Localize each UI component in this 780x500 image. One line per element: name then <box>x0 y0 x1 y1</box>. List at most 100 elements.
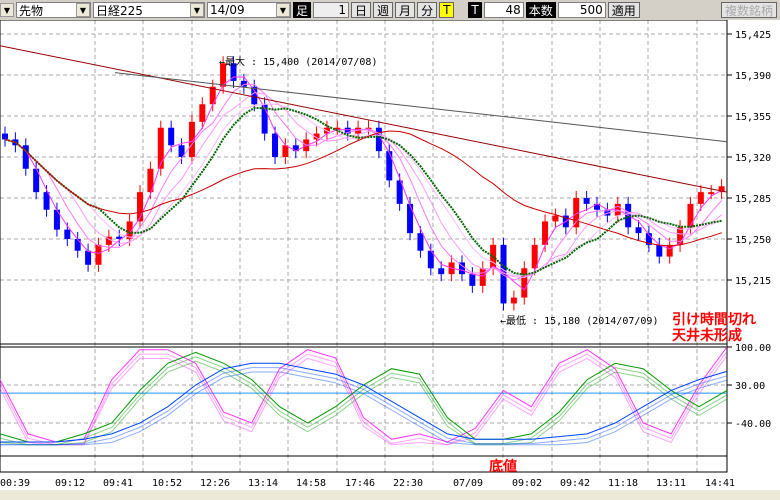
ma-green-line <box>4 106 722 276</box>
candle-body <box>126 221 133 239</box>
bar-value-input[interactable]: 1 <box>313 2 350 18</box>
y-tick-label: 15,425 <box>735 30 771 41</box>
time-tick-label: 14:41 <box>705 478 735 489</box>
candle-body <box>583 198 590 204</box>
candle-body <box>479 268 486 286</box>
ma-short-line <box>5 92 723 279</box>
candle-body <box>604 209 611 216</box>
time-tick-label: 13:14 <box>248 478 278 489</box>
candle-body <box>85 250 92 265</box>
note-close-timeout: 引け時間切れ <box>672 311 756 328</box>
week-button[interactable]: 週 <box>373 2 394 18</box>
osc-tick-label: 100.00 <box>735 343 771 354</box>
price-chart: 15,425 15,390 15,355 15,320 15,285 15,250 15,2… <box>0 20 780 500</box>
osc-line <box>0 362 728 443</box>
candle-body <box>510 297 517 304</box>
note-no-top: 天井未形成 <box>672 327 742 344</box>
candle-body <box>427 250 434 269</box>
max-annotation: ←最大 : 15,400 (2014/07/08) <box>219 55 377 68</box>
t-value-input[interactable]: 48 <box>483 2 524 18</box>
menu-dropdown[interactable]: ▼ <box>0 3 14 17</box>
candle-body <box>53 209 60 230</box>
candle-body <box>697 192 704 204</box>
month-button[interactable]: 月 <box>395 2 416 18</box>
candle-body <box>292 145 299 152</box>
candle-body <box>500 244 507 304</box>
plot-frame <box>0 20 728 473</box>
candle-body <box>2 133 8 140</box>
index-select[interactable]: 日経225 ▼ <box>93 2 205 18</box>
contract-value: 14/09 <box>210 3 245 17</box>
osc-line <box>0 346 728 443</box>
status-bar <box>0 490 780 500</box>
y-tick-label: 15,250 <box>735 235 771 246</box>
y-tick-label: 15,320 <box>735 153 771 164</box>
time-tick-label: 13:11 <box>656 478 686 489</box>
candle-body <box>521 268 528 298</box>
time-tick-label: 07/09 <box>453 478 483 489</box>
chevron-down-icon[interactable]: ▼ <box>76 3 90 17</box>
chevron-down-icon[interactable]: ▼ <box>190 3 204 17</box>
candle-body <box>635 227 642 234</box>
ma-short-line <box>5 83 723 281</box>
contract-select[interactable]: 14/09 ▼ <box>207 2 291 18</box>
ma-short-line <box>5 76 723 291</box>
candle-body <box>375 127 382 152</box>
candle-body <box>645 233 652 245</box>
y-tick-label: 15,215 <box>735 276 771 287</box>
time-tick-label: 11:18 <box>608 478 638 489</box>
tick-button[interactable]: T <box>439 2 455 18</box>
count-label: 本数 <box>525 2 556 18</box>
candle-body <box>74 239 81 251</box>
candle-body <box>542 221 549 245</box>
candle-body <box>168 127 175 146</box>
osc-tick-label: -40.00 <box>735 419 771 430</box>
t-label: T <box>468 2 482 18</box>
osc-line <box>0 371 728 446</box>
candle-body <box>469 274 476 286</box>
chevron-down-icon[interactable]: ▼ <box>276 3 290 17</box>
candle-body <box>438 268 445 275</box>
time-tick-label: 09:41 <box>103 478 133 489</box>
candle-body <box>718 186 725 193</box>
candle-body <box>282 145 289 157</box>
candle-body <box>230 63 237 81</box>
candle-body <box>334 127 341 130</box>
apply-button[interactable]: 適用 <box>607 2 640 18</box>
candle-body <box>251 86 258 105</box>
ma-red-line <box>5 130 722 247</box>
bar-label: 足 <box>293 2 312 18</box>
candle-body <box>531 244 538 269</box>
candle-body <box>64 229 71 239</box>
time-tick-label: 09:02 <box>512 478 542 489</box>
min-annotation: ←最低 : 15,180 (2014/07/09) <box>500 314 658 327</box>
toolbar: ▼ 先物 ▼ 日経225 ▼ 14/09 ▼ 足 1 日 週 月 分 T T 48 本… <box>0 0 780 20</box>
count-value-input[interactable]: 500 <box>557 2 606 18</box>
time-tick-label: 17:46 <box>345 478 375 489</box>
index-value: 日経225 <box>96 3 143 18</box>
candle-body <box>272 133 279 157</box>
candle-body <box>573 198 580 228</box>
candle-body <box>687 203 694 228</box>
minute-button[interactable]: 分 <box>417 2 438 18</box>
candle-body <box>209 86 216 105</box>
candle-body <box>33 168 40 193</box>
candle-body <box>458 262 465 275</box>
candle-body <box>666 244 673 257</box>
time-tick-label: 22:30 <box>393 478 423 489</box>
candle-body <box>43 192 50 210</box>
candle-body <box>22 145 29 169</box>
market-select[interactable]: 先物 ▼ <box>16 2 91 18</box>
candle-body <box>344 127 351 134</box>
candle-body <box>396 180 403 204</box>
time-tick-label: 14:58 <box>296 478 326 489</box>
day-button[interactable]: 日 <box>351 2 372 18</box>
candle-body <box>407 203 414 234</box>
ma-short-line <box>5 103 723 276</box>
candle-body <box>708 192 715 195</box>
multi-symbol-button[interactable]: 複数銘柄 <box>720 2 777 18</box>
candle-body <box>593 203 600 210</box>
time-tick-label: 09:42 <box>560 478 590 489</box>
bottom-annotation: 底値 <box>489 458 517 475</box>
osc-line <box>0 355 728 446</box>
